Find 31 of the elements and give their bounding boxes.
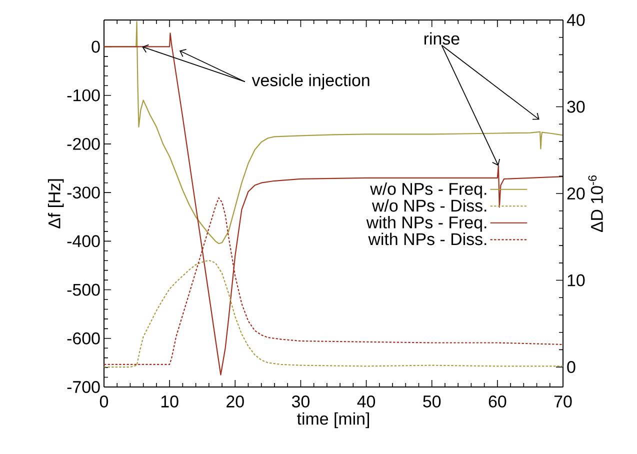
y-tick-label: -400: [67, 235, 100, 248]
y-tick-label: -700: [67, 381, 100, 393]
x-tick-label: 0: [100, 396, 108, 408]
y-tick-label: 0: [92, 40, 100, 53]
x-tick-label: 60: [488, 396, 506, 408]
y2-tick-label: 10: [568, 274, 585, 286]
x-tick-label: 70: [554, 396, 572, 408]
line-series: [104, 260, 564, 368]
annotation: rinse: [424, 32, 460, 45]
y2-tick-label: 20: [567, 188, 585, 200]
y-tick-label: -500: [67, 284, 100, 296]
x-tick-label: 30: [292, 396, 310, 408]
y2-tick-label: 0: [567, 361, 576, 374]
legend-label: with NPs - Diss.: [368, 232, 486, 246]
y2-axis-title: ΔD 10$^{-6}$: [588, 175, 603, 232]
y2-tick-label: 40: [566, 14, 585, 26]
x-tick-label: 40: [357, 396, 376, 408]
x-tick-label: 20: [226, 396, 244, 408]
y-tick-label: -100: [67, 89, 100, 102]
y2-tick-label: 30: [567, 100, 585, 113]
legend-label: w/o NPs - Diss.: [372, 199, 486, 212]
y-tick-label: -200: [67, 138, 100, 150]
y-tick-label: -300: [67, 186, 100, 199]
legend-label: w/o NPs - Freq.: [370, 182, 486, 198]
annotation: vesicle injection: [252, 74, 370, 90]
x-axis-title: time [min]: [297, 412, 369, 428]
y-tick-label: -600: [67, 332, 100, 344]
x-tick-label: 50: [423, 396, 441, 408]
x-tick-label: 10: [161, 396, 178, 408]
legend-label: with NPs - Freq.: [366, 216, 486, 232]
y-axis-title: Δf [Hz]: [48, 179, 64, 228]
